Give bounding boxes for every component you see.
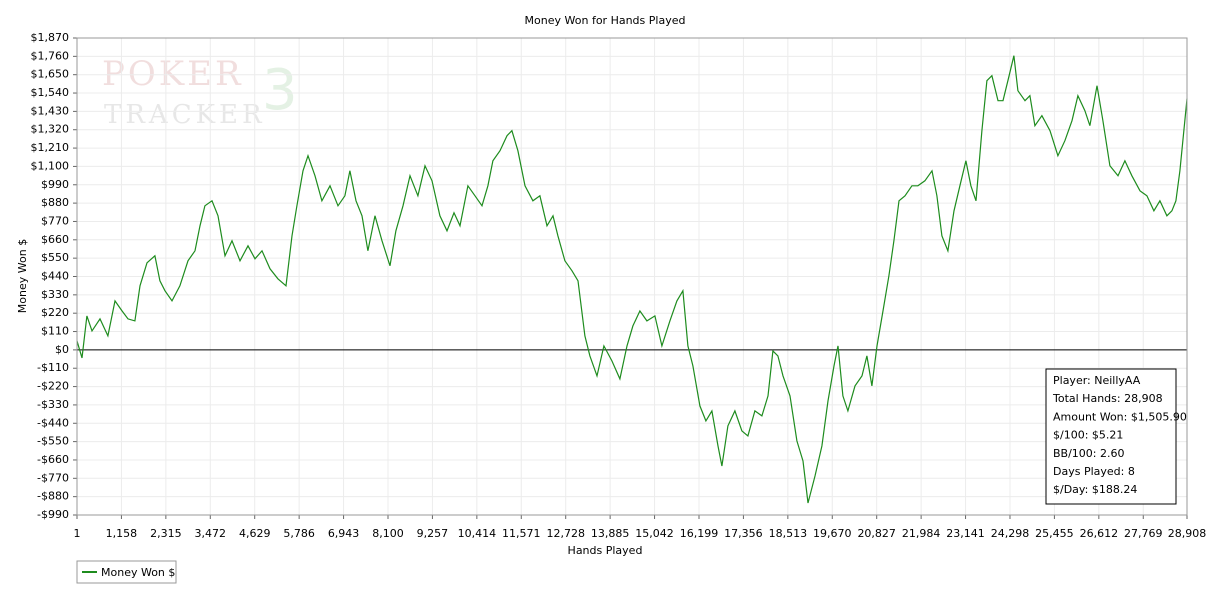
y-tick-label: $1,870: [31, 31, 70, 44]
y-tick-label: -$440: [37, 416, 69, 429]
info-box: Player: NeillyAA Total Hands: 28,908 Amoun…: [1045, 368, 1187, 505]
x-tick-label: 17,356: [724, 527, 763, 540]
y-tick-label: $990: [41, 178, 69, 191]
y-tick-label: -$660: [37, 453, 69, 466]
chart-title: Money Won for Hands Played: [525, 14, 686, 27]
plot-border: [76, 37, 1188, 516]
y-axis-label: Money Won $: [16, 239, 29, 313]
y-tick-label: -$990: [37, 508, 69, 521]
y-tick-label: $1,650: [31, 68, 70, 81]
info-line: $/Day: $188.24: [1053, 483, 1137, 496]
x-tick-label: 24,298: [991, 527, 1030, 540]
y-tick-label: $1,760: [31, 49, 70, 62]
y-tick-label: $1,540: [31, 86, 70, 99]
x-tick-label: 18,513: [769, 527, 808, 540]
x-tick-label: 16,199: [680, 527, 719, 540]
legend: Money Won $: [76, 560, 177, 584]
info-line: Total Hands: 28,908: [1052, 392, 1163, 405]
watermark-badge: 3: [262, 58, 298, 123]
y-tick-label: -$220: [37, 380, 69, 393]
x-tick-label: 9,257: [417, 527, 449, 540]
info-box-frame: [1045, 368, 1177, 505]
y-tick-label: $110: [41, 325, 69, 338]
watermark: POKER TRACKER 3: [102, 54, 298, 130]
y-tick-label: $220: [41, 306, 69, 319]
x-tick-label: 6,943: [328, 527, 360, 540]
info-line: BB/100: 2.60: [1053, 447, 1125, 460]
y-tick-label: $330: [41, 288, 69, 301]
watermark-line1: POKER: [102, 54, 244, 94]
x-tick-label: 10,414: [458, 527, 497, 540]
y-tick-label: $770: [41, 214, 69, 227]
y-tick-label: $440: [41, 270, 69, 283]
y-tick-label: -$770: [37, 471, 69, 484]
x-tick-label: 3,472: [195, 527, 227, 540]
x-tick-label: 26,612: [1080, 527, 1119, 540]
x-tick-label: 1,158: [106, 527, 138, 540]
x-tick-label: 23,141: [946, 527, 985, 540]
x-tick-label: 28,908: [1168, 527, 1207, 540]
y-tick-label: -$550: [37, 435, 69, 448]
x-tick-label: 11,571: [502, 527, 541, 540]
x-tick-label: 27,769: [1124, 527, 1163, 540]
x-axis-label: Hands Played: [568, 544, 643, 557]
x-tick-label: 4,629: [239, 527, 271, 540]
info-line: Player: NeillyAA: [1053, 374, 1141, 387]
x-tick-label: 5,786: [283, 527, 315, 540]
y-tick-label: $550: [41, 251, 69, 264]
x-tick-label: 21,984: [902, 527, 941, 540]
y-tick-label: -$880: [37, 490, 69, 503]
watermark-line2: TRACKER: [104, 100, 266, 130]
legend-frame: [76, 560, 177, 584]
y-tick-label: -$110: [37, 361, 69, 374]
y-tick-label: $880: [41, 196, 69, 209]
y-tick-label: $1,100: [31, 159, 70, 172]
plot-area: [73, 37, 1188, 519]
y-tick-label: -$330: [37, 398, 69, 411]
x-tick-label: 8,100: [372, 527, 404, 540]
x-tick-label: 19,670: [813, 527, 852, 540]
info-line: Days Played: 8: [1053, 465, 1135, 478]
legend-label: Money Won $: [101, 566, 175, 579]
info-line: Amount Won: $1,505.90: [1053, 410, 1187, 423]
x-tick-label: 15,042: [635, 527, 674, 540]
x-tick-label: 1: [74, 527, 81, 540]
x-tick-label: 2,315: [150, 527, 182, 540]
y-tick-label: $660: [41, 233, 69, 246]
y-tick-label: $0: [55, 343, 69, 356]
x-tick-label: 12,728: [546, 527, 585, 540]
x-tick-label: 20,827: [857, 527, 896, 540]
y-tick-label: $1,430: [31, 104, 70, 117]
x-tick-label: 25,455: [1035, 527, 1074, 540]
x-tick-label: 13,885: [591, 527, 630, 540]
y-tick-label: $1,210: [31, 141, 70, 154]
info-line: $/100: $5.21: [1053, 429, 1123, 442]
data-line: [76, 55, 1188, 504]
y-tick-label: $1,320: [31, 123, 70, 136]
